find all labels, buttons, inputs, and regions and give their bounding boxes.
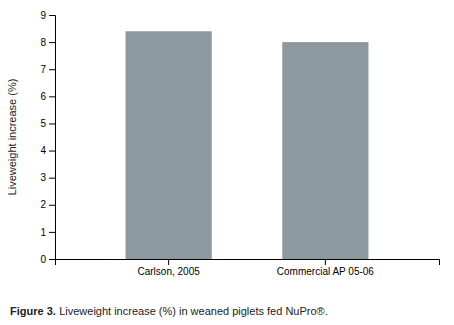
x-tick-label: Carlson, 2005 xyxy=(137,266,200,277)
bars xyxy=(126,31,369,259)
caption: Figure 3.Liveweight increase (%) in wean… xyxy=(10,305,328,317)
y-axis: 0 1 2 3 4 5 6 7 8 9 xyxy=(40,10,55,265)
bar xyxy=(282,42,368,259)
y-tick-label: 6 xyxy=(40,91,46,102)
y-tick: 6 xyxy=(40,91,55,102)
y-tick-mark xyxy=(49,151,55,152)
y-tick: 2 xyxy=(40,199,55,210)
x-tick-label: Commercial AP 05-06 xyxy=(277,266,375,277)
caption-label: Figure 3. xyxy=(10,305,56,317)
y-tick-mark xyxy=(49,259,55,260)
x-axis: Carlson, 2005 Commercial AP 05-06 xyxy=(56,259,440,277)
y-tick-mark xyxy=(49,69,55,70)
y-tick-label: 5 xyxy=(40,118,46,129)
y-tick-mark xyxy=(49,232,55,233)
y-tick-mark xyxy=(49,15,55,16)
chart-container: 0 1 2 3 4 5 6 7 8 9 Carlson, 2005 Commercial AP 05-… xyxy=(0,0,454,325)
chart-svg: 0 1 2 3 4 5 6 7 8 9 Carlson, 2005 Commercial AP 05-… xyxy=(0,0,454,325)
y-tick: 8 xyxy=(40,37,55,48)
y-tick: 0 xyxy=(40,254,55,265)
y-axis-label: Liveweight increase (%) xyxy=(6,79,18,196)
y-tick-mark xyxy=(49,205,55,206)
y-tick: 1 xyxy=(40,227,55,238)
y-tick-label: 0 xyxy=(40,254,46,265)
y-tick: 3 xyxy=(40,172,55,183)
bar xyxy=(126,31,212,259)
y-tick-mark xyxy=(49,42,55,43)
y-tick: 5 xyxy=(40,118,55,129)
y-tick-label: 9 xyxy=(40,10,46,21)
y-tick-label: 7 xyxy=(40,64,46,75)
y-tick: 7 xyxy=(40,64,55,75)
y-tick-mark xyxy=(49,96,55,97)
y-tick-label: 1 xyxy=(40,227,46,238)
caption-text: Liveweight increase (%) in weaned piglet… xyxy=(59,305,328,317)
y-tick-mark xyxy=(49,123,55,124)
y-tick: 9 xyxy=(40,10,55,21)
x-tick-mark xyxy=(325,259,326,265)
y-tick: 4 xyxy=(40,145,55,156)
y-axis-line xyxy=(49,16,56,260)
y-tick-mark xyxy=(49,178,55,179)
x-tick: Carlson, 2005 xyxy=(137,259,200,277)
x-tick: Commercial AP 05-06 xyxy=(277,259,375,277)
x-tick-mark xyxy=(168,259,169,265)
y-tick-label: 8 xyxy=(40,37,46,48)
y-tick-label: 4 xyxy=(40,145,46,156)
x-axis-line xyxy=(56,260,440,266)
y-tick-label: 2 xyxy=(40,199,46,210)
plot-area: 0 1 2 3 4 5 6 7 8 9 Carlson, 2005 Commercial AP 05-… xyxy=(40,10,439,277)
y-tick-label: 3 xyxy=(40,172,46,183)
